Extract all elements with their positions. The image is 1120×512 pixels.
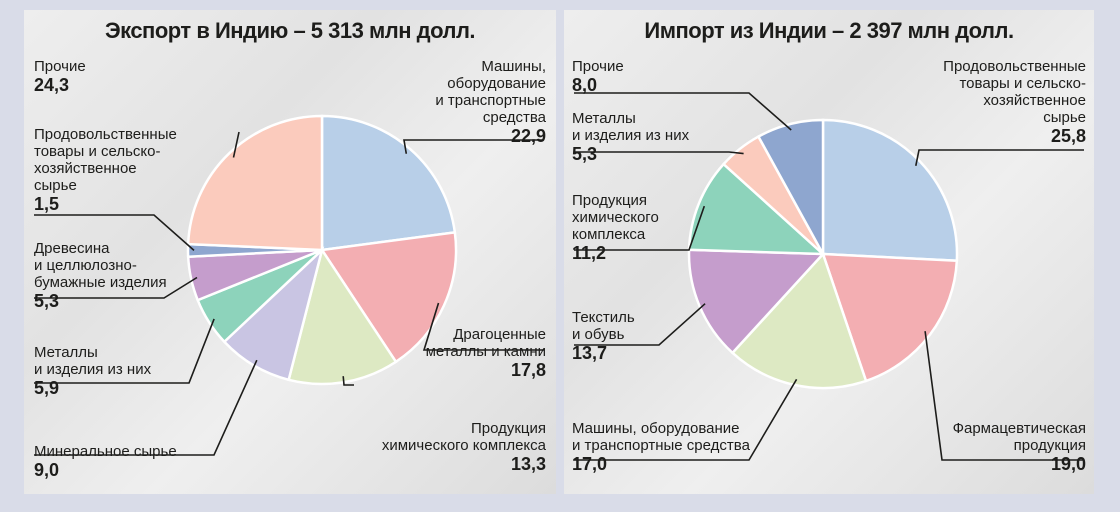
export-label-wood-value: 5,3 [34, 291, 60, 311]
import-label-chemical-value: 11,2 [572, 243, 607, 263]
import-chart-title: Импорт из Индии – 2 397 млн долл. [644, 18, 1014, 43]
import-leader-line-4 [574, 205, 706, 251]
import-label-textile: Текстиль и обувь 13,7 [572, 309, 635, 364]
export-label-machinery: Машины, оборудование и транспортные сред… [435, 58, 546, 147]
import-label-pharma-text: Фармацевтическая продукция [952, 420, 1086, 454]
import-leader-line-5 [574, 151, 744, 155]
import-label-other: Прочие 8,0 [572, 58, 624, 96]
import-label-food-text: Продовольственные товары и сельско- хозя… [943, 58, 1086, 126]
export-leader-line-4 [34, 318, 215, 384]
export-leader-line-1 [422, 302, 544, 351]
export-label-food-value: 1,5 [34, 194, 60, 214]
import-label-machinery-value: 17,0 [572, 454, 608, 474]
export-label-minerals: Минеральное сырье 9,0 [34, 443, 177, 481]
import-leader-line-2 [574, 378, 798, 461]
import-slice-4 [687, 162, 827, 256]
import-label-textile-value: 13,7 [572, 343, 608, 363]
import-chart-panel: Импорт из Индии – 2 397 млн долл. Продов… [564, 10, 1094, 494]
export-chart-panel: Экспорт в Индию – 5 313 млн долл. Машины… [24, 10, 556, 494]
export-label-minerals-value: 9,0 [34, 460, 60, 480]
import-label-metals: Металлы и изделия из них 5,3 [572, 110, 689, 165]
export-label-food-text: Продовольственные товары и сельско- хозя… [34, 126, 177, 194]
export-label-chemical-value: 13,3 [510, 454, 546, 474]
export-leader-line-7 [232, 131, 240, 158]
import-label-machinery-text: Машины, оборудование и транспортные сред… [572, 420, 750, 454]
export-label-precious-value: 17,8 [510, 360, 546, 380]
import-label-chemical-text: Продукция химического комплекса [572, 192, 659, 243]
export-label-food: Продовольственные товары и сельско- хозя… [34, 126, 177, 215]
import-leader-line-6 [574, 92, 792, 131]
export-slice-7 [186, 114, 324, 252]
export-label-other-value: 24,3 [34, 75, 70, 95]
export-label-metals: Металлы и изделия из них 5,9 [34, 344, 151, 399]
export-label-metals-value: 5,9 [34, 378, 60, 398]
export-label-wood-text: Древесина и целлюлозно- бумажные изделия [34, 240, 167, 291]
export-label-metals-text: Металлы и изделия из них [34, 344, 152, 378]
export-label-machinery-text: Машины, оборудование и транспортные сред… [435, 58, 546, 126]
export-leader-line-5 [34, 276, 198, 299]
export-slice-0 [320, 114, 457, 252]
import-label-other-value: 8,0 [572, 75, 598, 95]
export-label-wood: Древесина и целлюлозно- бумажные изделия… [34, 240, 167, 312]
export-chart-title: Экспорт в Индию – 5 313 млн долл. [104, 18, 476, 43]
import-slice-3 [687, 248, 826, 355]
export-label-precious: Драгоценные металлы и камни 17,8 [426, 326, 546, 381]
export-leader-line-0 [403, 139, 544, 154]
import-leader-line-1 [924, 331, 1084, 461]
export-label-minerals-text: Минеральное сырье [34, 443, 177, 460]
import-label-pharma-value: 19,0 [1050, 454, 1086, 474]
import-label-other-text: Прочие [572, 58, 624, 75]
export-leader-line-2 [342, 376, 354, 386]
import-slice-2 [730, 251, 868, 390]
import-label-metals-text: Металлы и изделия из них [572, 110, 690, 144]
import-label-metals-value: 5,3 [572, 144, 598, 164]
import-slice-0 [821, 118, 959, 263]
import-label-pharma: Фармацевтическая продукция 19,0 [953, 420, 1086, 475]
export-label-chemical-text: Продукция химического комплекса [381, 420, 546, 454]
export-slice-1 [319, 230, 458, 364]
export-label-machinery-value: 22,9 [510, 126, 546, 146]
import-label-textile-text: Текстиль и обувь [572, 309, 635, 343]
import-pie-chart [574, 92, 1084, 461]
export-label-precious-text: Драгоценные металлы и камни [425, 326, 546, 360]
import-label-food: Продовольственные товары и сельско- хозя… [943, 58, 1086, 147]
export-label-other-text: Прочие [34, 58, 86, 75]
export-leader-line-3 [34, 359, 258, 456]
import-label-chemical: Продукция химического комплекса 11,2 [572, 192, 659, 264]
export-label-chemical: Продукция химического комплекса 13,3 [382, 420, 546, 475]
export-leader-line-6 [34, 214, 195, 251]
import-label-machinery: Машины, оборудование и транспортные сред… [572, 420, 750, 475]
export-pie-chart [34, 114, 544, 456]
import-leader-line-3 [574, 303, 706, 346]
import-leader-line-0 [915, 149, 1084, 166]
import-label-food-value: 25,8 [1050, 126, 1086, 146]
export-label-other: Прочие 24,3 [34, 58, 86, 96]
import-slice-6 [756, 118, 825, 255]
